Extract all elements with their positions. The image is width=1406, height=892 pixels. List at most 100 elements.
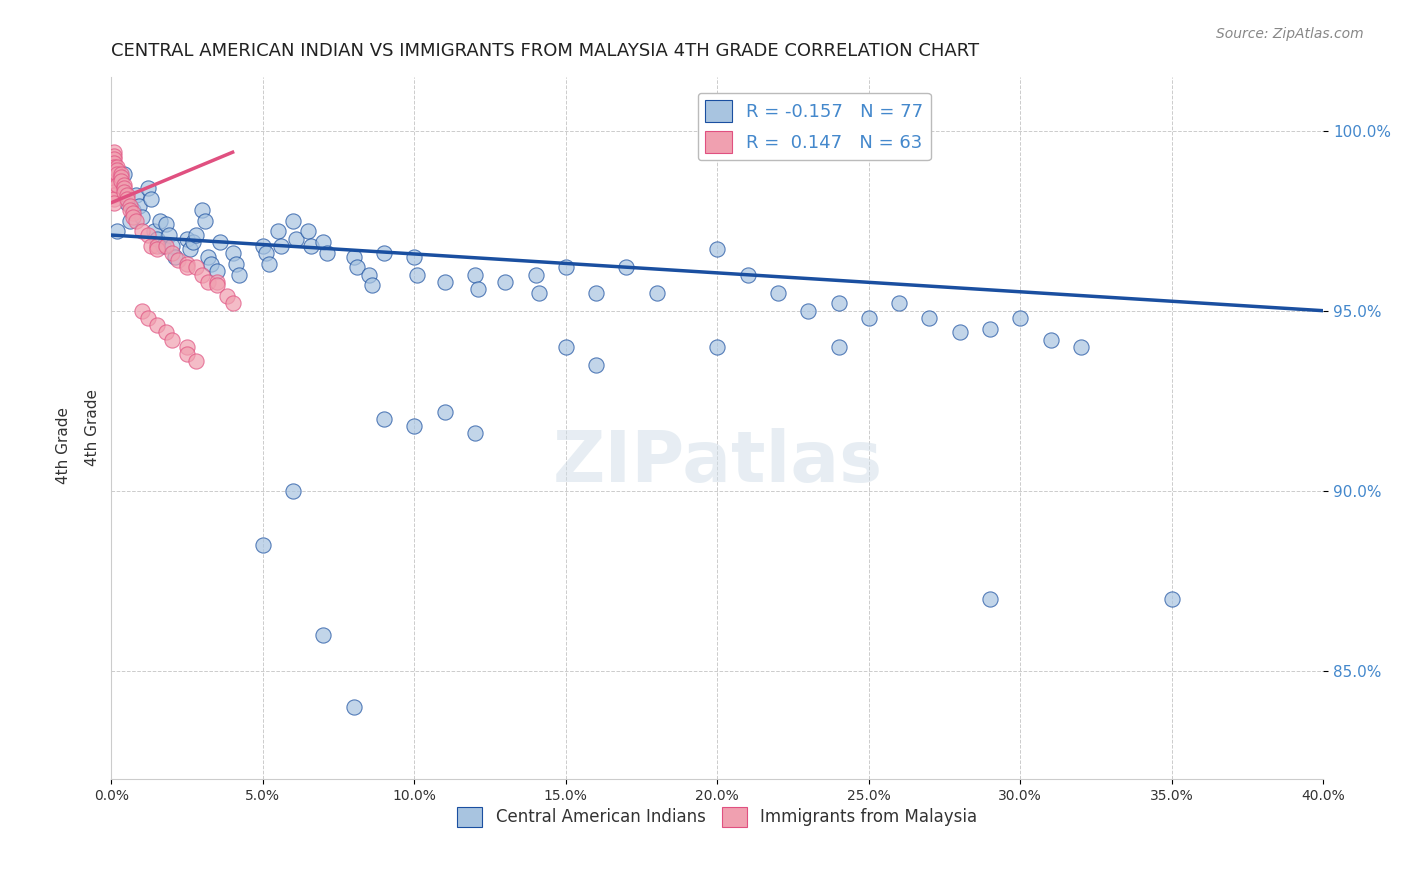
Point	[585, 358, 607, 372]
Point	[103, 181, 125, 195]
Point	[131, 303, 153, 318]
Point	[554, 340, 576, 354]
Point	[228, 268, 250, 282]
Text: 4th Grade: 4th Grade	[56, 408, 70, 484]
Point	[179, 243, 201, 257]
Point	[160, 239, 183, 253]
Point	[706, 340, 728, 354]
Point	[254, 246, 277, 260]
Point	[343, 699, 366, 714]
Point	[112, 185, 135, 199]
Point	[194, 213, 217, 227]
Point	[285, 232, 308, 246]
Point	[464, 426, 486, 441]
Point	[979, 322, 1001, 336]
Text: ZIPatlas: ZIPatlas	[553, 428, 883, 498]
Point	[107, 160, 129, 174]
Point	[645, 285, 668, 300]
Point	[176, 257, 198, 271]
Point	[103, 170, 125, 185]
Point	[252, 538, 274, 552]
Point	[136, 181, 159, 195]
Point	[186, 228, 208, 243]
Point	[103, 145, 125, 160]
Point	[1039, 333, 1062, 347]
Point	[283, 483, 305, 498]
Point	[706, 243, 728, 257]
Point	[191, 202, 214, 217]
Point	[949, 326, 972, 340]
Y-axis label: 4th Grade: 4th Grade	[86, 389, 100, 467]
Point	[181, 235, 204, 250]
Point	[110, 170, 132, 185]
Point	[186, 354, 208, 368]
Point	[103, 195, 125, 210]
Point	[207, 275, 229, 289]
Point	[827, 296, 849, 310]
Point	[299, 239, 322, 253]
Point	[433, 404, 456, 418]
Point	[103, 174, 125, 188]
Point	[524, 268, 547, 282]
Point	[118, 202, 141, 217]
Point	[160, 333, 183, 347]
Point	[209, 235, 232, 250]
Point	[267, 224, 290, 238]
Point	[200, 257, 222, 271]
Point	[112, 167, 135, 181]
Point	[176, 347, 198, 361]
Point	[315, 246, 337, 260]
Point	[554, 260, 576, 275]
Point	[121, 206, 143, 220]
Point	[121, 210, 143, 224]
Point	[155, 326, 177, 340]
Point	[124, 188, 146, 202]
Point	[197, 250, 219, 264]
Point	[257, 257, 280, 271]
Point	[494, 275, 516, 289]
Point	[124, 213, 146, 227]
Point	[103, 185, 125, 199]
Point	[155, 217, 177, 231]
Point	[207, 278, 229, 293]
Point	[270, 239, 292, 253]
Point	[103, 160, 125, 174]
Point	[406, 268, 429, 282]
Point	[157, 228, 180, 243]
Point	[404, 250, 426, 264]
Point	[191, 268, 214, 282]
Legend: Central American Indians, Immigrants from Malaysia: Central American Indians, Immigrants fro…	[450, 800, 984, 834]
Point	[312, 235, 335, 250]
Point	[167, 253, 190, 268]
Point	[766, 285, 789, 300]
Point	[118, 213, 141, 227]
Point	[283, 213, 305, 227]
Point	[152, 239, 174, 253]
Point	[131, 224, 153, 238]
Point	[146, 243, 169, 257]
Point	[139, 192, 162, 206]
Point	[373, 246, 395, 260]
Point	[357, 268, 380, 282]
Point	[918, 310, 941, 325]
Point	[118, 199, 141, 213]
Point	[146, 318, 169, 332]
Point	[433, 275, 456, 289]
Point	[115, 188, 138, 202]
Point	[155, 239, 177, 253]
Point	[1160, 591, 1182, 606]
Point	[149, 213, 172, 227]
Text: CENTRAL AMERICAN INDIAN VS IMMIGRANTS FROM MALAYSIA 4TH GRADE CORRELATION CHART: CENTRAL AMERICAN INDIAN VS IMMIGRANTS FR…	[111, 42, 980, 60]
Point	[225, 257, 247, 271]
Point	[112, 181, 135, 195]
Point	[221, 246, 243, 260]
Point	[107, 224, 129, 238]
Point	[215, 289, 238, 303]
Point	[1010, 310, 1032, 325]
Point	[107, 178, 129, 192]
Point	[103, 192, 125, 206]
Point	[103, 160, 125, 174]
Text: Source: ZipAtlas.com: Source: ZipAtlas.com	[1216, 27, 1364, 41]
Point	[110, 167, 132, 181]
Point	[373, 411, 395, 425]
